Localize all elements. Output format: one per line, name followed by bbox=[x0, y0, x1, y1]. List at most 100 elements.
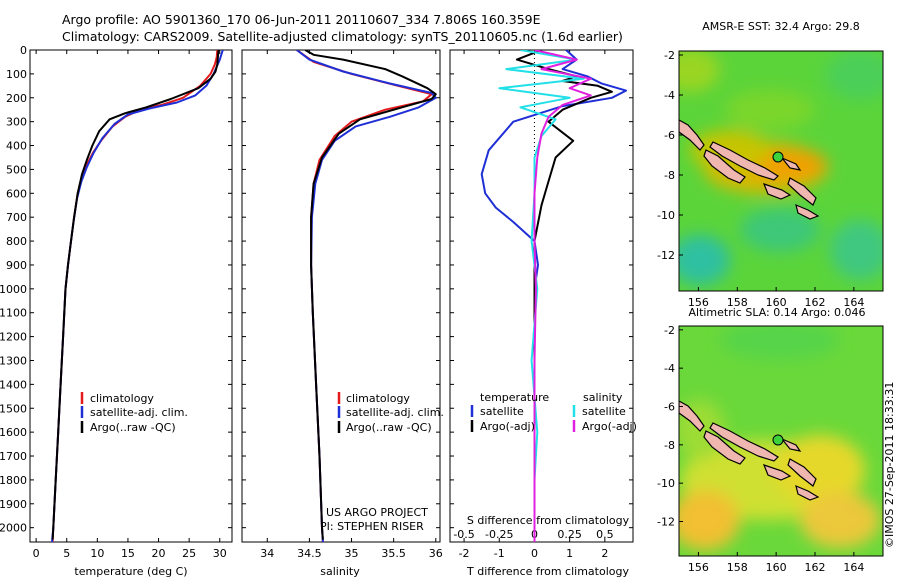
y-tick-label: 1400 bbox=[0, 378, 27, 391]
y-tick-label: 200 bbox=[6, 92, 27, 105]
temperature-x-ticks: 0 5 10 15 20 25 30 bbox=[33, 50, 227, 560]
x2-tick-label: 0.5 bbox=[596, 528, 614, 541]
legend-satellite-label: satellite-adj. clim. bbox=[90, 406, 188, 419]
series-line-satellite-adj-clim- bbox=[51, 50, 224, 542]
y-tick-label: 1000 bbox=[0, 283, 27, 296]
map-x-tick-label: 164 bbox=[843, 561, 864, 574]
legend-t-satellite-label: satellite bbox=[480, 405, 524, 418]
map-x-tick-label: 162 bbox=[805, 296, 826, 309]
series-line-temperature-satellite bbox=[480, 50, 627, 542]
project-label: US ARGO PROJECT bbox=[326, 506, 428, 519]
map-x-tick-label: 156 bbox=[688, 296, 709, 309]
map-y-tick-label: -4 bbox=[664, 362, 675, 375]
temperature-series bbox=[51, 50, 224, 542]
y-tick-label: 400 bbox=[6, 140, 27, 153]
x-tick-label: 0 bbox=[531, 547, 538, 560]
x-tick-label: 10 bbox=[90, 547, 104, 560]
x-tick-label: 15 bbox=[121, 547, 135, 560]
difference-depth-ticks bbox=[450, 49, 633, 529]
legend-salinity-header: salinity bbox=[583, 391, 623, 404]
series-line-satellite-adj-clim- bbox=[296, 50, 437, 542]
argo-float-marker bbox=[772, 434, 784, 446]
map-x-tick-label: 158 bbox=[727, 296, 748, 309]
map-y-tick-label: -8 bbox=[664, 439, 675, 452]
y-tick-label: 1700 bbox=[0, 450, 27, 463]
y-tick-label: 1600 bbox=[0, 426, 27, 439]
map-y-tick-label: -4 bbox=[664, 89, 675, 102]
salinity-profile-panel: 34 34.5 35 35.5 36 salinity climatology sate… bbox=[241, 49, 444, 578]
map-x-tick-label: 162 bbox=[805, 561, 826, 574]
series-line-argo-raw-qc- bbox=[304, 50, 437, 540]
temperature-axes-frame bbox=[29, 49, 233, 543]
difference-legend: temperature salinity satellite Argo(-adj… bbox=[470, 391, 637, 433]
temperature-legend: climatology satellite-adj. clim. Argo(..… bbox=[80, 392, 188, 434]
y-tick-label: 0 bbox=[20, 44, 27, 57]
legend-argo-label: Argo(..raw -QC) bbox=[346, 421, 432, 434]
y-tick-label: 600 bbox=[6, 187, 27, 200]
x-tick-label: 25 bbox=[182, 547, 196, 560]
t-diff-label: T difference from climatology bbox=[466, 565, 629, 578]
x2-tick-label: -0.5 bbox=[453, 528, 474, 541]
sla-map-panel: Altimetric SLA: 0.14 Argo: 0.046 bbox=[657, 306, 884, 574]
map-y-tick-label: -6 bbox=[664, 401, 675, 414]
argo-float-marker bbox=[772, 151, 784, 163]
y-tick-label: 500 bbox=[6, 163, 27, 176]
pi-label: PI: STEPHEN RISER bbox=[320, 520, 424, 533]
y-tick-label: 100 bbox=[6, 68, 27, 81]
x2-tick-label: -0.25 bbox=[485, 528, 513, 541]
x-tick-label: 30 bbox=[213, 547, 227, 560]
sla-heatmap bbox=[679, 326, 883, 556]
series-line-argo-raw-qc- bbox=[51, 50, 220, 540]
x-tick-label: 20 bbox=[152, 547, 166, 560]
y-tick-label: 1100 bbox=[0, 307, 27, 320]
map-y-tick-label: -12 bbox=[657, 516, 675, 529]
sst-map-ticks: 156 158 160 162 164 -2 -4 -6 -8 -10 -12 bbox=[657, 49, 864, 309]
map-y-tick-label: -6 bbox=[664, 129, 675, 142]
x-tick-label: 35 bbox=[345, 547, 359, 560]
sst-map-frame bbox=[678, 50, 884, 292]
salinity-depth-ticks bbox=[242, 49, 440, 529]
y-tick-label: 2000 bbox=[0, 522, 27, 535]
map-y-tick-label: -12 bbox=[657, 249, 675, 262]
x-tick-label: 5 bbox=[63, 547, 70, 560]
salinity-x-ticks: 34 34.5 35 35.5 36 bbox=[260, 50, 443, 560]
salinity-series bbox=[296, 50, 437, 542]
difference-axes-frame bbox=[449, 49, 634, 543]
sla-map-frame bbox=[678, 325, 884, 557]
map-x-tick-label: 160 bbox=[766, 296, 787, 309]
x-tick-label: 0 bbox=[33, 547, 40, 560]
depth-ticks: 0 100 200 300 400 500 600 700 800 900 1000 1100 1200… bbox=[0, 44, 232, 535]
x-tick-label: 2 bbox=[601, 547, 608, 560]
timestamp-stamp: ©IMOS 27-Sep-2011 18:33:31 bbox=[883, 382, 896, 548]
y-tick-label: 1300 bbox=[0, 354, 27, 367]
s-diff-label: S difference from climatology bbox=[467, 514, 630, 527]
x-tick-label: 36 bbox=[429, 547, 443, 560]
sst-map-title: AMSR-E SST: 32.4 Argo: 29.8 bbox=[702, 20, 860, 33]
x-tick-label: -1 bbox=[494, 547, 505, 560]
legend-satellite-label: satellite-adj. clim. bbox=[346, 406, 444, 419]
y-tick-label: 1200 bbox=[0, 331, 27, 344]
series-line-salinity-argo-adj- bbox=[533, 50, 592, 542]
y-tick-label: 800 bbox=[6, 235, 27, 248]
series-line-climatology bbox=[51, 50, 219, 542]
sst-heatmap bbox=[679, 51, 883, 291]
y-tick-label: 1900 bbox=[0, 498, 27, 511]
legend-climatology-label: climatology bbox=[90, 392, 154, 405]
x-tick-label: 35.5 bbox=[381, 547, 406, 560]
map-y-tick-label: -2 bbox=[664, 324, 675, 337]
map-y-tick-label: -8 bbox=[664, 169, 675, 182]
x-tick-label: 34 bbox=[260, 547, 274, 560]
legend-climatology-label: climatology bbox=[346, 392, 410, 405]
legend-s-satellite-label: satellite bbox=[582, 405, 626, 418]
y-tick-label: 700 bbox=[6, 211, 27, 224]
sst-map-panel: AMSR-E SST: 32.4 Argo: 29.8 bbox=[657, 20, 884, 309]
legend-s-argo-label: Argo(-adj) bbox=[582, 420, 637, 433]
sla-map-ticks: 156 158 160 162 164 -2 -4 -6 -8 -10 -12 bbox=[657, 324, 864, 574]
y-tick-label: 1500 bbox=[0, 402, 27, 415]
map-x-tick-label: 164 bbox=[843, 296, 864, 309]
map-x-tick-label: 160 bbox=[766, 561, 787, 574]
temperature-profile-panel: 0100200300400500600700800900100011001200… bbox=[0, 44, 233, 578]
map-y-tick-label: -10 bbox=[657, 477, 675, 490]
